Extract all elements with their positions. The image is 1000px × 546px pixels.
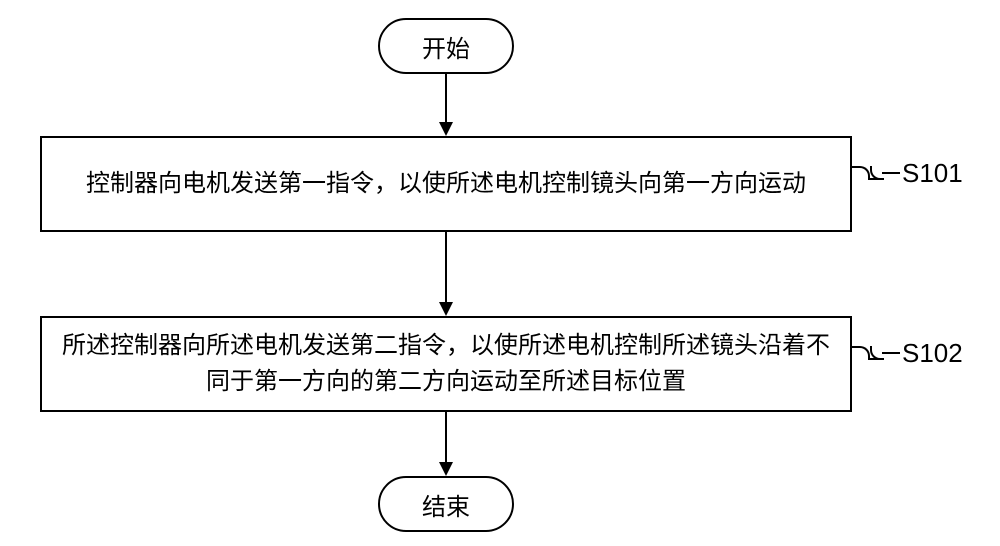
end-node: 结束 — [378, 476, 514, 532]
arrow-2-line — [445, 232, 447, 302]
arrow-1-line — [445, 74, 447, 122]
arrow-2-head — [439, 302, 453, 316]
label-s102: S102 — [902, 338, 963, 369]
start-node: 开始 — [378, 18, 514, 74]
step1-node: 控制器向电机发送第一指令，以使所述电机控制镜头向第一方向运动 — [40, 136, 852, 232]
connector-1 — [852, 172, 900, 174]
step2-label: 所述控制器向所述电机发送第二指令，以使所述电机控制所述镜头沿着不同于第一方向的第… — [62, 328, 830, 400]
arrow-1-head — [439, 122, 453, 136]
start-label: 开始 — [422, 29, 470, 64]
step2-node: 所述控制器向所述电机发送第二指令，以使所述电机控制所述镜头沿着不同于第一方向的第… — [40, 316, 852, 412]
label-s102-text: S102 — [902, 338, 963, 368]
connector-2 — [852, 352, 900, 354]
label-s101: S101 — [902, 158, 963, 189]
arrow-3-head — [439, 462, 453, 476]
arrow-3-line — [445, 412, 447, 462]
end-label: 结束 — [422, 487, 470, 522]
label-s101-text: S101 — [902, 158, 963, 188]
step1-label: 控制器向电机发送第一指令，以使所述电机控制镜头向第一方向运动 — [86, 166, 806, 202]
